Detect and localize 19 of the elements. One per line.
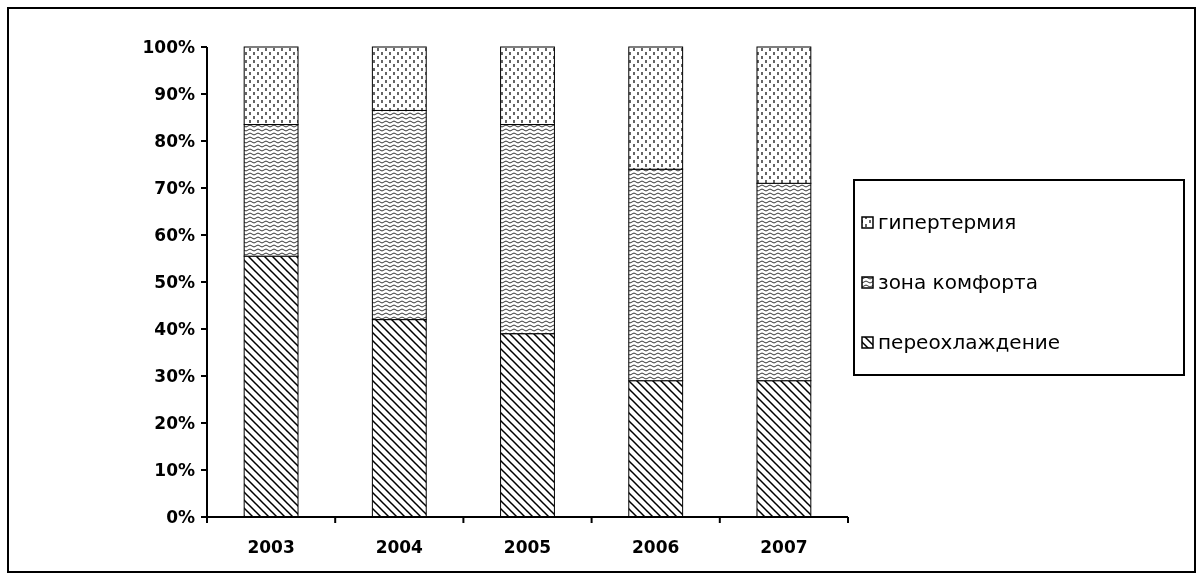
- y-tick-label: 40%: [154, 318, 195, 339]
- y-tick-label: 50%: [154, 271, 195, 292]
- y-tick-label: 70%: [154, 177, 195, 198]
- x-tick-label: 2003: [247, 537, 295, 557]
- y-tick-label: 30%: [154, 365, 195, 386]
- y-tick-label: 60%: [154, 224, 195, 245]
- x-tick-label: 2007: [760, 537, 808, 557]
- y-tick-label: 0%: [166, 506, 195, 527]
- x-tick-label: 2006: [632, 537, 680, 557]
- y-tick-label: 90%: [154, 83, 195, 104]
- legend-label: зона комфорта: [878, 270, 1038, 294]
- y-tick-label: 20%: [154, 412, 195, 433]
- y-tick-label: 10%: [154, 459, 195, 480]
- x-tick-label: 2005: [503, 537, 552, 557]
- legend-label: гипертермия: [878, 210, 1017, 234]
- legend-label: переохлаждение: [878, 330, 1061, 354]
- y-tick-label: 80%: [154, 130, 195, 151]
- y-tick-label: 100%: [142, 36, 195, 57]
- x-tick-label: 2004: [375, 537, 424, 557]
